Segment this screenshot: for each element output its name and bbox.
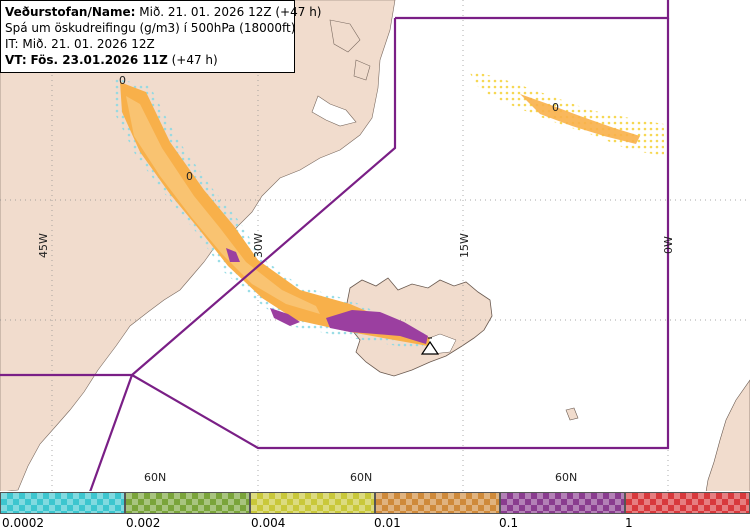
forecast-info-box: Veðurstofan/Name: Mið. 21. 01. 2026 12Z … [0, 0, 322, 73]
valid-value: Fös. 23.01.2026 11Z [30, 53, 168, 67]
lat-label-60n-1: 60N [144, 471, 166, 484]
lat-label-60n-3: 60N [555, 471, 577, 484]
contour-label-3: 0 [552, 101, 559, 114]
legend-tick: 0.1 [499, 516, 519, 530]
forecast-title: Spá um öskudreifingu (g/m3) í 500hPa (18… [5, 21, 296, 35]
ash-plume-light [126, 96, 320, 314]
contour-label-2: 0 [186, 170, 193, 183]
ash-plume-purple [326, 310, 428, 344]
legend-tick: 0.0002 [2, 516, 44, 530]
contour-label-1: 0 [119, 74, 126, 87]
faroe-islands [565, 407, 579, 421]
legend-tick: 1 [625, 516, 633, 530]
lon-label-30w: 30W [252, 233, 265, 258]
org-label: Veðurstofan/Name: [5, 5, 136, 19]
valid-label: VT: [5, 53, 27, 67]
issue-time: IT: Mið. 21. 01. 2026 12Z [5, 37, 155, 51]
valid-time-line: VT: Fös. 23.01.2026 11Z (+47 h) [5, 52, 290, 68]
lat-label-60n-2: 60N [350, 471, 372, 484]
lon-label-0w: 0W [662, 236, 675, 254]
legend-swatch [125, 492, 250, 514]
legend-swatch [375, 492, 500, 514]
concentration-legend: 0.0002 0.002 0.004 0.01 0.1 1 [0, 491, 750, 532]
lon-label-45w: 45W [37, 233, 50, 258]
legend-tick: 0.004 [251, 516, 286, 530]
legend-swatch [0, 492, 125, 514]
legend-swatch [250, 492, 375, 514]
legend-swatch [500, 492, 625, 514]
legend-tick: 0.01 [374, 516, 401, 530]
fir-boundary [0, 0, 670, 493]
greenland-coast-islands [329, 19, 371, 81]
lon-label-15w: 15W [458, 233, 471, 258]
org-line: Veðurstofan/Name: Mið. 21. 01. 2026 12Z … [5, 4, 322, 20]
ash-plume-purple-small-2 [270, 308, 300, 326]
legend-tick: 0.002 [126, 516, 161, 530]
iceland-land [345, 277, 493, 377]
valid-offset: (+47 h) [171, 53, 218, 67]
greenland-land [0, 0, 396, 493]
legend-swatch [625, 492, 750, 514]
ash-plume-ne-orange [520, 94, 640, 144]
org-value: Mið. 21. 01. 2026 12Z (+47 h) [139, 5, 322, 19]
greenland-fjord [311, 95, 357, 127]
volcano-marker-icon [420, 340, 440, 355]
ash-plume-purple-small-1 [226, 248, 240, 262]
